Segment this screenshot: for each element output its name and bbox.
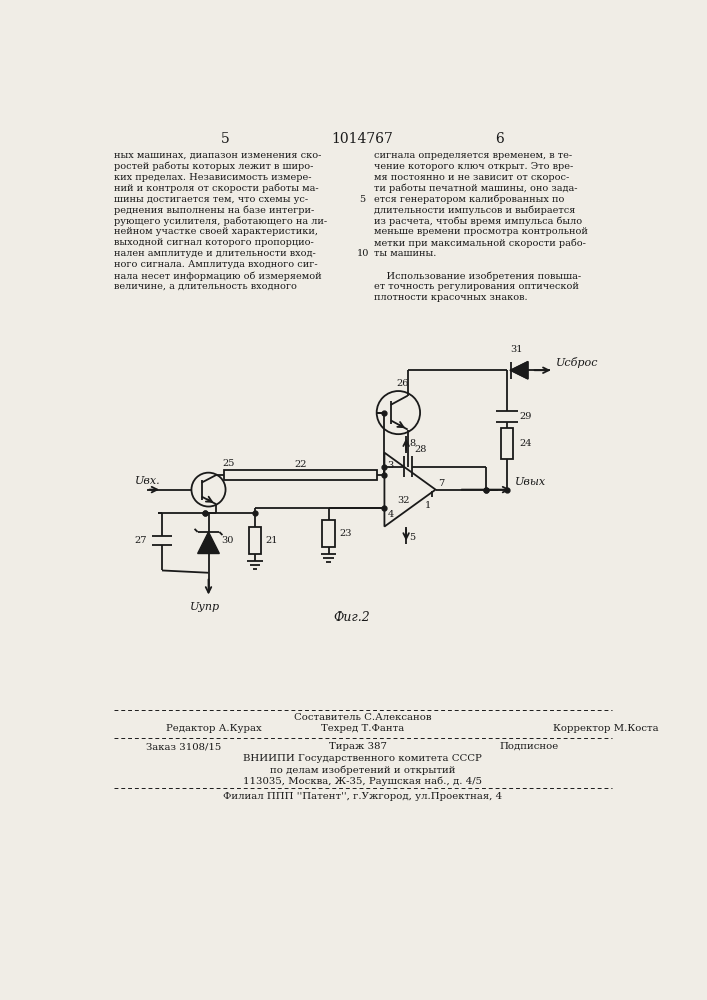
Text: Использование изобретения повыша-: Использование изобретения повыша- (373, 271, 580, 281)
Text: чение которого ключ открыт. Это вре-: чение которого ключ открыт. Это вре- (373, 162, 573, 171)
Text: Uсброс: Uсброс (556, 357, 598, 368)
Text: 1014767: 1014767 (332, 132, 394, 146)
Text: ет точность регулирования оптической: ет точность регулирования оптической (373, 282, 578, 291)
Text: 24: 24 (519, 439, 532, 448)
Text: 5: 5 (409, 533, 415, 542)
Text: Заказ 3108/15: Заказ 3108/15 (146, 742, 222, 751)
Text: ных машинах, диапазон изменения ско-: ных машинах, диапазон изменения ско- (114, 151, 321, 160)
Text: выходной сигнал которого пропорцио-: выходной сигнал которого пропорцио- (114, 238, 314, 247)
Text: 31: 31 (510, 345, 523, 354)
Text: 29: 29 (519, 412, 532, 421)
Text: нален амплитуде и длительности вход-: нален амплитуде и длительности вход- (114, 249, 316, 258)
Text: ты машины.: ты машины. (373, 249, 436, 258)
Text: 26: 26 (396, 379, 409, 388)
Text: 23: 23 (339, 529, 352, 538)
Text: ких пределах. Независимость измере-: ких пределах. Независимость измере- (114, 173, 312, 182)
Text: 8: 8 (409, 439, 415, 448)
Text: метки при максимальной скорости рабо-: метки при максимальной скорости рабо- (373, 238, 585, 248)
Polygon shape (510, 362, 528, 379)
Text: мя постоянно и не зависит от скорос-: мя постоянно и не зависит от скорос- (373, 173, 569, 182)
Text: ти работы печатной машины, оно зада-: ти работы печатной машины, оно зада- (373, 184, 577, 193)
Text: 10: 10 (356, 249, 369, 258)
Text: длительности импульсов и выбирается: длительности импульсов и выбирается (373, 205, 575, 215)
Text: 5: 5 (360, 195, 366, 204)
Text: по делам изобретений и открытий: по делам изобретений и открытий (270, 765, 455, 775)
Text: реднения выполнены на базе интегри-: реднения выполнены на базе интегри- (114, 205, 314, 215)
Text: Филиал ППП ''Патент'', г.Ужгород, ул.Проектная, 4: Филиал ППП ''Патент'', г.Ужгород, ул.Про… (223, 792, 502, 801)
Text: рующего усилителя, работающего на ли-: рующего усилителя, работающего на ли- (114, 216, 327, 226)
Text: 25: 25 (223, 459, 235, 468)
Text: Техред Т.Фанта: Техред Т.Фанта (321, 724, 404, 733)
Text: плотности красочных знаков.: плотности красочных знаков. (373, 293, 527, 302)
Text: нейном участке своей характеристики,: нейном участке своей характеристики, (114, 227, 318, 236)
Text: 27: 27 (134, 536, 146, 545)
Text: Uвых: Uвых (515, 477, 546, 487)
Text: Uупр: Uупр (189, 602, 220, 612)
Text: нала несет информацию об измеряемой: нала несет информацию об измеряемой (114, 271, 322, 281)
Text: меньше времени просмотра контрольной: меньше времени просмотра контрольной (373, 227, 588, 236)
Text: 3: 3 (387, 461, 394, 470)
Text: сигнала определяется временем, в те-: сигнала определяется временем, в те- (373, 151, 572, 160)
Text: из расчета, чтобы время импульса было: из расчета, чтобы время импульса было (373, 216, 582, 226)
Text: 113035, Москва, Ж-35, Раушская наб., д. 4/5: 113035, Москва, Ж-35, Раушская наб., д. … (243, 776, 482, 786)
Text: ется генератором калиброванных по: ется генератором калиброванных по (373, 195, 564, 204)
Text: 22: 22 (294, 460, 307, 469)
Text: ного сигнала. Амплитуда входного сиг-: ного сигнала. Амплитуда входного сиг- (114, 260, 317, 269)
Text: Составитель С.Алексанов: Составитель С.Алексанов (294, 713, 431, 722)
Text: ростей работы которых лежит в широ-: ростей работы которых лежит в широ- (114, 162, 313, 171)
Text: 21: 21 (266, 536, 279, 545)
Text: Редактор А.Курах: Редактор А.Курах (166, 724, 262, 733)
Text: ВНИИПИ Государственного комитета СССР: ВНИИПИ Государственного комитета СССР (243, 754, 482, 763)
Text: 5: 5 (221, 132, 230, 146)
Text: шины достигается тем, что схемы ус-: шины достигается тем, что схемы ус- (114, 195, 308, 204)
Text: 1: 1 (425, 501, 431, 510)
Text: 32: 32 (397, 496, 410, 505)
Polygon shape (198, 532, 219, 554)
Text: 4: 4 (387, 510, 394, 519)
Text: Фиг.2: Фиг.2 (334, 611, 370, 624)
Text: 7: 7 (438, 479, 444, 488)
Text: Тираж 387: Тираж 387 (329, 742, 387, 751)
Text: Uвх.: Uвх. (135, 476, 160, 486)
Text: Подписное: Подписное (499, 742, 559, 751)
Text: 28: 28 (414, 445, 426, 454)
Text: Корректор М.Коста: Корректор М.Коста (554, 724, 659, 733)
Text: величине, а длительность входного: величине, а длительность входного (114, 282, 297, 291)
Text: ний и контроля от скорости работы ма-: ний и контроля от скорости работы ма- (114, 184, 319, 193)
Text: 30: 30 (221, 536, 233, 545)
Text: 6: 6 (495, 132, 503, 146)
